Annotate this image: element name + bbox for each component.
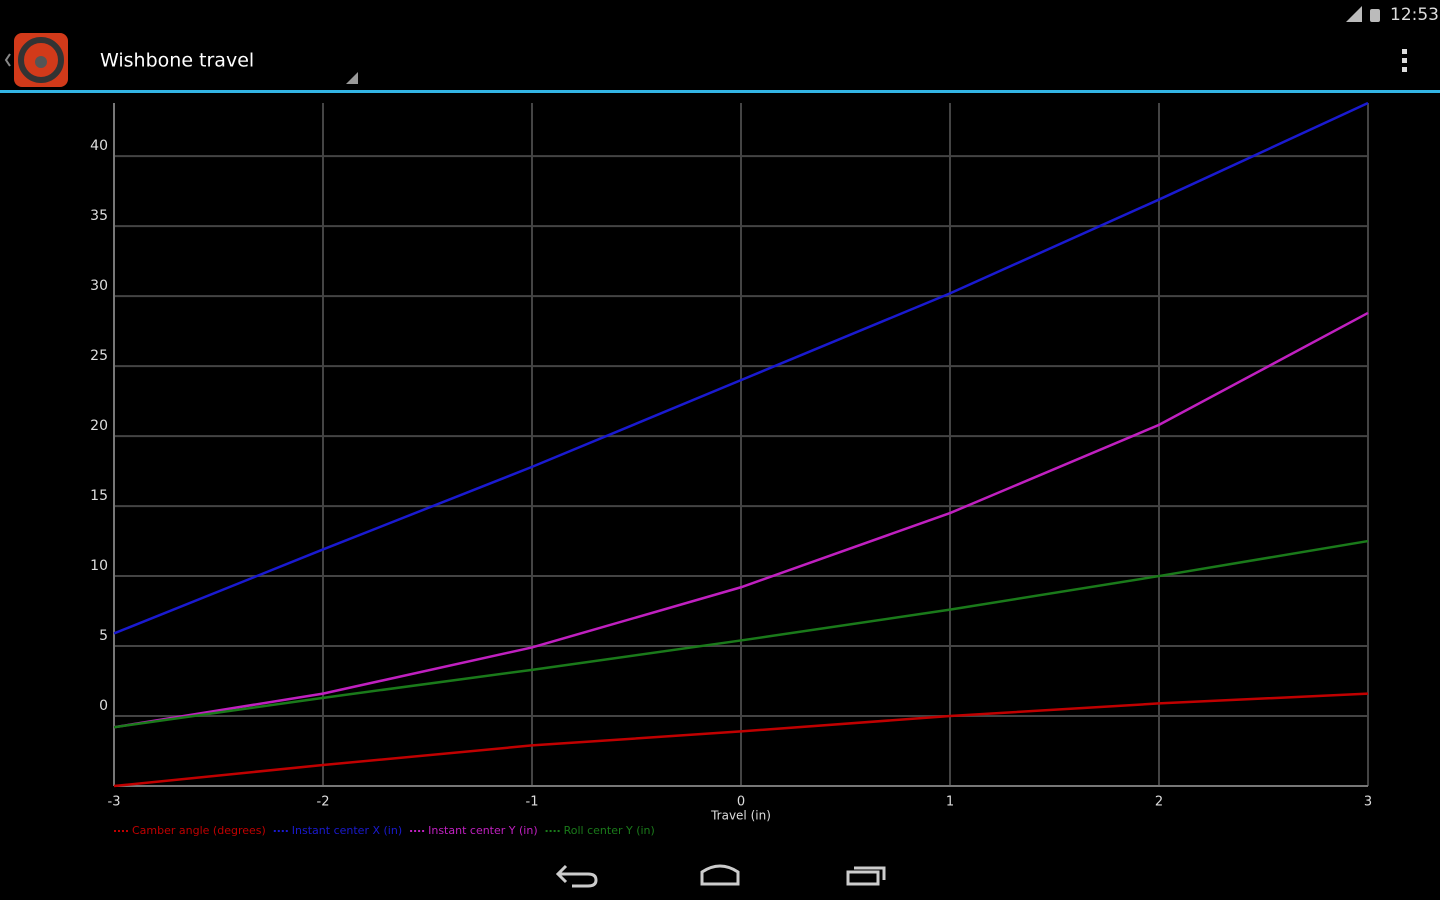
x-tick-label: -1: [526, 795, 539, 810]
y-tick-label: 25: [90, 348, 108, 364]
x-tick-label: 0: [737, 795, 745, 810]
status-time: 12:53: [1390, 5, 1439, 25]
series-line: [113, 539, 1369, 729]
x-axis-label: Travel (in): [710, 809, 771, 823]
series-line: [113, 311, 1369, 729]
legend-label: Roll center Y (in): [564, 824, 655, 837]
series-line: [113, 692, 1369, 788]
nav-home[interactable]: [700, 864, 740, 886]
nav-back[interactable]: [555, 864, 598, 888]
y-tick-label: 40: [90, 138, 108, 154]
app-up-button[interactable]: [4, 33, 68, 87]
legend-label: Instant center X (in): [292, 824, 402, 837]
series-line: [113, 101, 1369, 635]
screen-title[interactable]: Wishbone travel: [100, 50, 254, 72]
spinner-arrow: [346, 72, 358, 84]
legend-label: Camber angle (degrees): [132, 824, 266, 837]
overflow-menu[interactable]: [1402, 49, 1407, 72]
nav-recents[interactable]: [846, 866, 886, 886]
y-tick-label: 15: [90, 488, 108, 504]
y-tick-label: 35: [90, 208, 108, 224]
x-tick-label: -3: [108, 795, 121, 810]
y-tick-label: 20: [90, 418, 108, 434]
y-tick-label: 10: [90, 558, 108, 574]
status-icons: [1346, 6, 1380, 22]
y-tick-label: 0: [99, 698, 108, 714]
y-tick-label: 5: [99, 628, 108, 644]
x-tick-label: 1: [946, 795, 954, 810]
x-tick-label: 2: [1155, 795, 1163, 810]
action-bar-divider: [0, 90, 1440, 93]
legend-label: Instant center Y (in): [428, 824, 538, 837]
x-tick-label: 3: [1364, 795, 1372, 810]
plot: 0 5 10 15 20 25 30 35 40 -3 -2 -1 0 1 2 3 Travel (in) Cam…: [90, 101, 1372, 837]
y-tick-label: 30: [90, 278, 108, 294]
x-tick-label: -2: [317, 795, 330, 810]
